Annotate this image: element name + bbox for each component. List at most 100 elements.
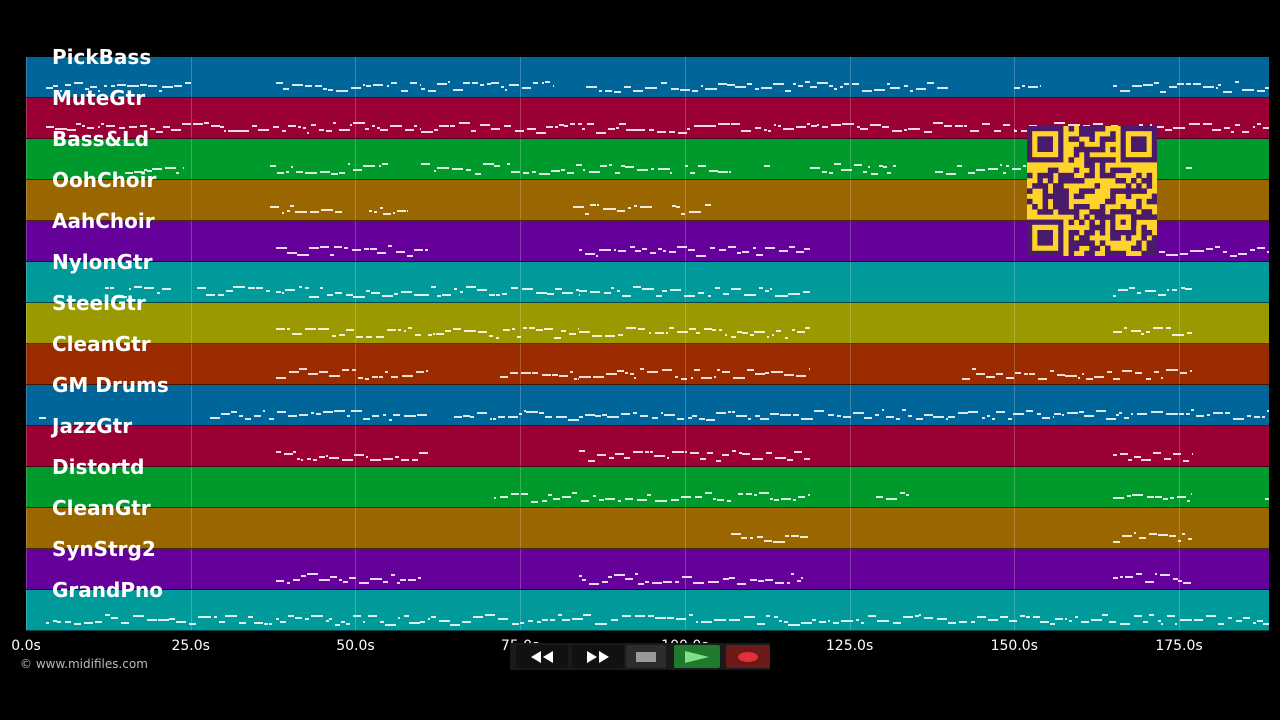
record-button[interactable] [726,645,770,668]
midi-note [1111,124,1119,127]
midi-note [909,90,914,93]
midi-note [767,130,771,133]
midi-note [477,289,487,292]
midi-note [59,89,63,92]
midi-note [596,131,607,134]
midi-note [364,377,370,380]
midi-note [390,81,398,84]
midi-note [245,418,251,421]
midi-note [588,171,600,173]
midi-note [356,335,364,338]
midi-note [408,327,412,330]
midi-note [655,617,666,620]
midi-note [472,616,484,619]
qr-module [1042,204,1049,210]
qr-module [1079,178,1085,184]
midi-note [1160,90,1166,93]
midi-note [766,615,770,618]
midi-note [1266,409,1269,412]
grid-line [520,303,522,343]
midi-note [175,621,186,624]
qr-module [1063,188,1069,194]
play-button[interactable] [674,645,720,668]
midi-note [201,615,211,618]
midi-note [450,125,455,128]
midi-note [867,614,877,617]
midi-note [650,451,654,454]
qr-module [1146,230,1153,236]
midi-note [598,89,602,92]
qr-module [1042,172,1049,179]
stop-button[interactable] [626,645,666,668]
midi-note [833,88,837,91]
midi-note [562,292,573,295]
qr-module [1105,136,1111,142]
midi-note [764,290,769,293]
midi-note [300,458,303,461]
grid-line [190,180,192,220]
midi-note [239,414,243,417]
qr-module [1053,198,1059,205]
qr-module [1146,240,1153,246]
grid-line [190,467,192,507]
midi-note [541,499,547,502]
midi-note [881,409,885,412]
midi-note [1149,124,1152,127]
midi-note [64,621,72,624]
grid-line [355,262,357,302]
midi-note [780,413,791,416]
qr-module [1146,172,1153,179]
midi-note [526,411,538,414]
midi-note [1113,496,1125,499]
midi-note [717,82,727,85]
midi-note [1193,83,1201,86]
fast-forward-button[interactable] [572,645,624,668]
midi-note [1186,413,1190,416]
midi-note [289,370,299,373]
midi-note [435,333,444,336]
midi-note [1065,375,1077,378]
midi-note [827,620,831,623]
midi-note [626,128,635,131]
qr-code-pattern [1027,126,1158,257]
grid-line [684,180,686,220]
midi-note [1176,495,1186,498]
midi-note [699,418,705,421]
midi-note [624,85,631,88]
rewind-button[interactable] [516,645,568,668]
midi-note [105,287,109,290]
midi-note [671,204,676,207]
midi-note [651,167,655,170]
midi-note [946,418,949,421]
midi-note [110,616,118,619]
midi-note [558,614,563,616]
grid-line [849,590,851,630]
midi-note [291,84,304,87]
midi-note [783,621,788,624]
midi-note [732,410,735,413]
midi-note [788,292,800,295]
qr-module [1063,198,1069,205]
qr-module [1063,204,1069,210]
midi-note [943,125,952,128]
midi-note [193,122,203,125]
midi-note [1241,131,1249,134]
midi-note [764,129,768,132]
midi-note [1224,127,1230,130]
midi-note [262,410,266,413]
midi-note [292,450,297,453]
grid-line [849,303,851,343]
midi-note [352,249,362,252]
grid-line [849,98,851,138]
timeline-tick-label: 0.0s [11,638,41,654]
midi-note [999,164,1003,167]
midi-note [295,616,302,619]
midi-note [933,122,943,125]
midi-note [334,211,343,214]
midi-note [707,580,720,583]
midi-note [158,90,162,93]
midi-note [662,368,673,371]
midi-note [633,286,641,289]
qr-module [1141,230,1147,236]
qr-module [1084,240,1090,246]
